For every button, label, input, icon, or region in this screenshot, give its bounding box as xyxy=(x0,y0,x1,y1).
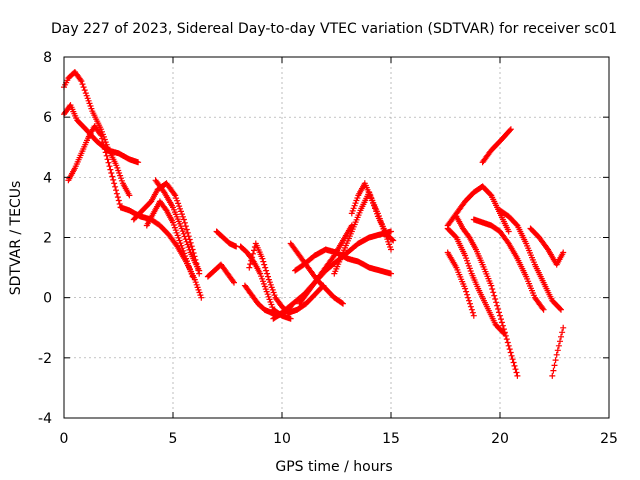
x-axis-label: GPS time / hours xyxy=(275,459,392,475)
sat-track-6 xyxy=(143,198,196,280)
data-point-markers xyxy=(527,225,567,268)
x-tick-label: 10 xyxy=(273,431,291,447)
x-tick-label: 0 xyxy=(60,431,69,447)
data-point-markers xyxy=(143,198,196,280)
data-point-markers xyxy=(453,213,521,379)
x-tick-label: 20 xyxy=(491,431,509,447)
axis-ticks: 0 5 10 15 20 25 -4 -2 0 2 4 6 8 xyxy=(38,50,618,447)
sat-track-19 xyxy=(444,249,477,319)
data-point-markers xyxy=(213,228,240,250)
x-tick-label: 25 xyxy=(600,431,618,447)
y-axis-label: SDTVAR / TECUs xyxy=(8,181,24,296)
sat-track-8 xyxy=(204,261,237,286)
data-points xyxy=(61,69,567,379)
sat-track-24 xyxy=(479,126,514,166)
y-tick-label: 2 xyxy=(43,231,52,247)
data-point-markers xyxy=(65,123,124,211)
sat-track-7 xyxy=(152,177,203,274)
sat-track-14 xyxy=(287,240,346,307)
y-tick-label: 4 xyxy=(43,170,52,186)
data-point-markers xyxy=(497,207,564,313)
data-point-markers xyxy=(470,216,547,313)
data-point-markers xyxy=(444,225,508,337)
sat-track-25 xyxy=(497,207,564,313)
data-point-markers xyxy=(549,324,567,379)
data-point-markers xyxy=(296,222,355,307)
sat-track-12 xyxy=(246,240,327,316)
y-tick-label: -2 xyxy=(38,351,52,367)
y-tick-label: -4 xyxy=(38,411,52,427)
data-point-markers xyxy=(287,240,346,307)
y-tick-label: 6 xyxy=(43,110,52,126)
data-point-markers xyxy=(348,180,394,253)
data-point-markers xyxy=(130,180,203,277)
sat-track-18 xyxy=(348,180,394,253)
sat-track-27 xyxy=(549,324,567,379)
data-point-markers xyxy=(152,177,203,274)
x-tick-label: 15 xyxy=(382,431,400,447)
chart-title: Day 227 of 2023, Sidereal Day-to-day VTE… xyxy=(51,21,617,37)
data-point-markers xyxy=(246,240,327,316)
sat-track-9 xyxy=(213,228,240,250)
sat-track-21 xyxy=(444,225,508,337)
sat-track-16 xyxy=(296,222,355,307)
y-tick-label: 0 xyxy=(43,291,52,307)
sat-track-23 xyxy=(470,216,547,313)
sat-track-3 xyxy=(65,123,124,211)
sat-track-22 xyxy=(453,213,521,379)
data-point-markers xyxy=(479,126,514,166)
data-point-markers xyxy=(444,249,477,319)
y-tick-label: 8 xyxy=(43,50,52,66)
sat-track-5 xyxy=(130,180,203,277)
sat-track-26 xyxy=(527,225,567,268)
x-tick-label: 5 xyxy=(169,431,178,447)
data-point-markers xyxy=(204,261,237,286)
